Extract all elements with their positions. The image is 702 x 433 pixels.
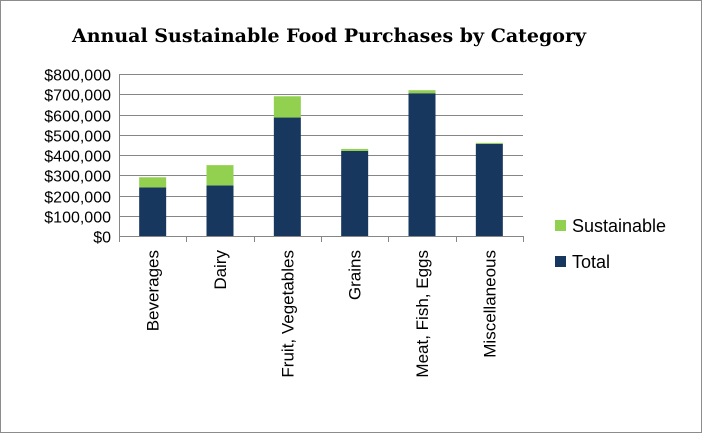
- bar-sustainable: [273, 96, 301, 118]
- legend-swatch-total: [555, 256, 566, 267]
- category-label: Meat, Fish, Eggs: [413, 250, 432, 378]
- bar-sustainable: [475, 142, 503, 144]
- bar-total: [206, 185, 234, 236]
- bar-total: [273, 117, 301, 236]
- legend: Sustainable Total: [555, 216, 666, 272]
- category-label: Dairy: [211, 250, 230, 290]
- y-tick-label: $800,000: [44, 68, 111, 85]
- gridlines: [119, 74, 523, 217]
- y-tick-label: $700,000: [44, 88, 111, 105]
- bar-total: [475, 143, 503, 236]
- bar-sustainable: [139, 177, 167, 188]
- y-tick-label: $500,000: [44, 129, 111, 146]
- y-tick-label: $200,000: [44, 190, 111, 207]
- bar-sustainable: [408, 90, 436, 94]
- bar-sustainable: [206, 165, 234, 186]
- bars: [139, 90, 503, 236]
- bar-sustainable: [341, 148, 369, 151]
- x-axis-category-labels: Beverages Dairy Fruit, Vegetables Grains Mea…: [144, 250, 500, 378]
- y-tick-label: $300,000: [44, 169, 111, 186]
- category-label: Fruit, Vegetables: [278, 250, 297, 378]
- category-label: Beverages: [144, 250, 163, 331]
- y-tick-label: $600,000: [44, 109, 111, 126]
- category-label: Grains: [346, 250, 365, 300]
- y-tick-label: $400,000: [44, 149, 111, 166]
- bar-total: [341, 150, 369, 236]
- legend-swatch-sustainable: [555, 220, 566, 231]
- chart-title: Annual Sustainable Food Purchases by Cat…: [71, 25, 587, 47]
- bar-total: [139, 187, 167, 236]
- legend-label-sustainable: Sustainable: [572, 216, 666, 236]
- bar-total: [408, 93, 436, 236]
- y-axis-tick-labels: $0 $100,000 $200,000 $300,000 $400,000 $500,0…: [44, 68, 111, 247]
- y-tick-label: $0: [93, 230, 111, 247]
- y-tick-label: $100,000: [44, 210, 111, 227]
- category-label: Miscellaneous: [480, 250, 499, 358]
- axes: [119, 74, 524, 242]
- legend-label-total: Total: [572, 252, 610, 272]
